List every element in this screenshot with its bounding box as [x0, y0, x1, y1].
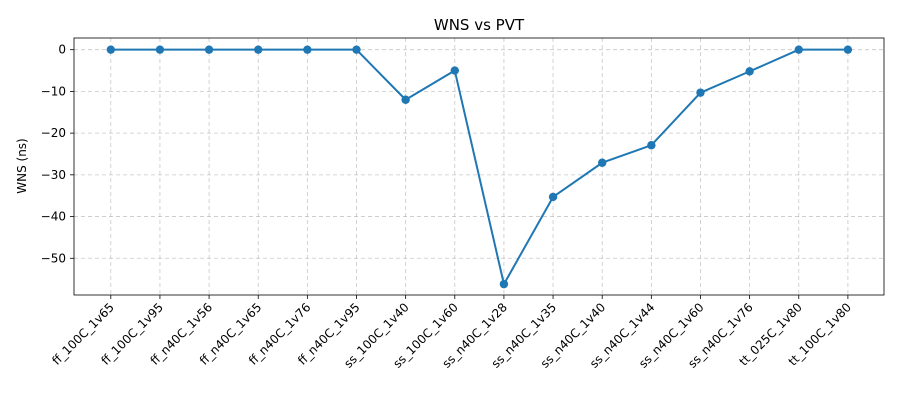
y-axis-label: WNS (ns) — [15, 138, 29, 194]
data-point — [352, 45, 361, 54]
y-tick-label: −50 — [41, 251, 66, 265]
data-point — [745, 67, 754, 76]
series-line — [110, 48, 848, 286]
data-point — [303, 45, 312, 54]
data-point — [106, 45, 116, 54]
x-axis: ff_100C_1v65ff_100C_1v95ff_n40C_1v56ff_n… — [49, 295, 854, 371]
data-point — [499, 279, 509, 289]
grid — [74, 38, 884, 295]
y-tick-label: −10 — [41, 84, 66, 98]
data-point — [548, 192, 558, 202]
y-axis: 0 −10 −20 −30 −40 −50 — [41, 43, 74, 265]
plot-frame — [73, 37, 885, 296]
data-point — [254, 45, 263, 54]
data-point — [696, 88, 705, 97]
data-point — [450, 66, 459, 75]
series-layer — [106, 45, 853, 289]
data-point — [204, 45, 214, 54]
data-point — [794, 45, 803, 54]
data-point — [843, 45, 853, 54]
data-point — [647, 141, 656, 150]
y-tick-label: −40 — [41, 210, 66, 224]
data-point — [598, 158, 607, 167]
y-tick-label: 0 — [58, 43, 66, 57]
y-tick-label: −30 — [41, 168, 66, 182]
y-tick-label: −20 — [41, 126, 66, 140]
data-point — [155, 45, 165, 54]
chart-title: WNS vs PVT — [434, 16, 525, 34]
data-point — [401, 95, 410, 104]
